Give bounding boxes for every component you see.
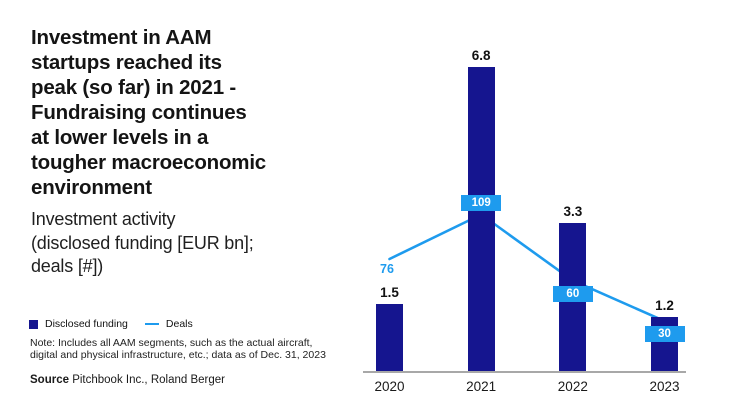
- page-title: Investment in AAM startups reached its p…: [31, 26, 267, 199]
- funding-value-label-2023: 1.2: [655, 298, 674, 313]
- deals-label-2020: 76: [380, 262, 394, 276]
- funding-bar-2021: [467, 67, 495, 371]
- funding-bar-2023: [651, 317, 678, 371]
- x-axis-label-2022: 2022: [557, 379, 588, 394]
- source-text: Pitchbook Inc., Roland Berger: [69, 374, 225, 386]
- chart-legend: Disclosed funding Deals: [29, 318, 193, 330]
- legend-label-deals: Deals: [165, 318, 193, 330]
- disclosed-funding-square-swatch: [29, 319, 38, 329]
- deals-line: [388, 213, 666, 323]
- x-axis-line: [363, 370, 686, 373]
- deals-badge-2023: 30: [644, 326, 685, 343]
- deals-badge-2021: 109: [461, 195, 502, 212]
- chart-subtitle: Investment activity (disclosed funding […: [31, 209, 254, 276]
- legend-item-disclosed-funding: Disclosed funding: [29, 318, 128, 330]
- legend-label-disclosed-funding: Disclosed funding: [45, 318, 128, 330]
- source-label: Source: [30, 374, 69, 386]
- funding-bar-2020: [376, 304, 403, 371]
- deals-badge-2022: 60: [552, 285, 593, 302]
- legend-item-deals: Deals: [144, 318, 193, 330]
- funding-value-label-2020: 1.5: [380, 285, 399, 300]
- footnote: Note: Includes all AAM segments, such as…: [30, 337, 326, 361]
- deals-line-swatch: [144, 323, 159, 325]
- funding-value-label-2021: 6.8: [471, 48, 491, 63]
- source-line: Source Pitchbook Inc., Roland Berger: [30, 374, 225, 386]
- x-axis-label-2020: 2020: [374, 379, 405, 394]
- x-axis-label-2023: 2023: [649, 379, 680, 394]
- funding-value-label-2022: 3.3: [563, 204, 583, 219]
- x-axis-label-2021: 2021: [466, 379, 497, 394]
